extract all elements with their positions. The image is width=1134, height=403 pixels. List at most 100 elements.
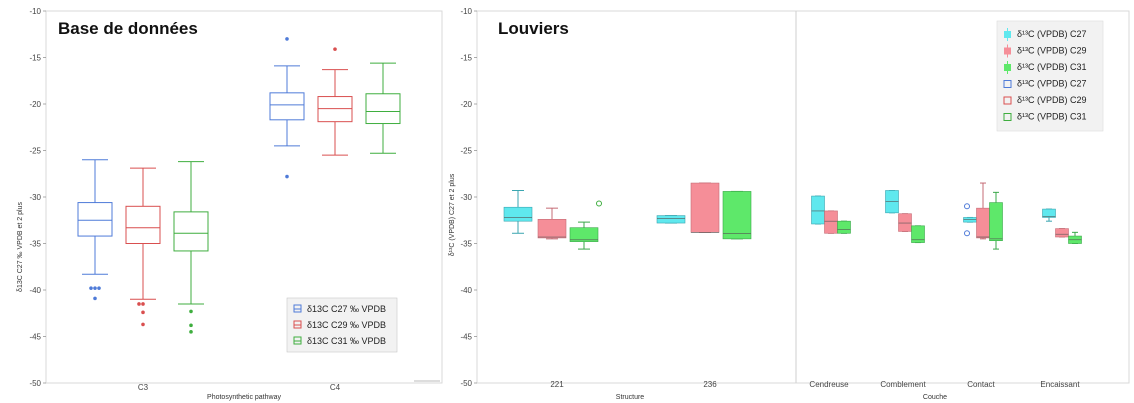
- box-iqr: [1055, 228, 1069, 238]
- box-encaissant-series-3: [1068, 231, 1082, 244]
- y-tick-label: -25: [460, 147, 472, 156]
- box-c3-series-3: [173, 161, 209, 334]
- outlier-point: [93, 296, 97, 301]
- legend-swatch: [1003, 96, 1012, 105]
- box-iqr: [911, 225, 925, 243]
- y-tick-label: -50: [460, 379, 472, 388]
- chart-title-2: Louviers: [498, 19, 569, 38]
- y-tick-label: -25: [29, 147, 41, 156]
- box-iqr: [1042, 208, 1056, 218]
- outlier-point: [137, 302, 141, 306]
- y-tick-label: -20: [460, 100, 472, 109]
- outlier-point: [189, 330, 193, 334]
- box-236-series-3: [722, 190, 752, 240]
- x-tick-label: 236: [703, 380, 717, 389]
- box-221-series-2: [537, 207, 567, 240]
- legend-2: δ¹³C (VPDB) C27 δ¹³C (VPDB) C29 δ¹³C (VPDB…: [996, 20, 1104, 132]
- y-axis-2: -50 -45 -40 -35 -30 -25 -20 -15 -10: [460, 7, 477, 388]
- y-axis-label: δ13C C27 ‰ VPDB et 2 plus: [17, 202, 24, 292]
- legend-label: δ¹³C (VPDB) C29: [1017, 95, 1087, 105]
- box-comblement-series-2: [898, 213, 912, 232]
- legend-label: δ¹³C (VPDB) C27: [1017, 79, 1087, 89]
- box-cendreuse-series-1: [811, 195, 825, 225]
- x-axis-label: Photosynthetic pathway: [207, 394, 281, 401]
- x-tick-label: C3: [138, 383, 149, 392]
- legend-label: δ¹³C (VPDB) C31: [1017, 62, 1087, 72]
- x-axis-2: 221 236 Cendreuse Comblement Contact Encaissa…: [550, 380, 1080, 389]
- outlier-point: [93, 286, 97, 290]
- panel-base-de-donnees: Base de données -50 -45 -40 -35 -30 -25 -20 -15…: [17, 7, 443, 401]
- box-c3-series-1: [77, 159, 113, 301]
- y-tick-label: -15: [460, 54, 472, 63]
- outlier-point: [596, 200, 602, 207]
- outlier-point: [285, 37, 289, 41]
- box-comblement-series-3: [911, 225, 925, 244]
- box-encaissant-series-2: [1055, 228, 1069, 238]
- box-comblement-series-1: [885, 189, 899, 214]
- box-cendreuse-series-3: [837, 220, 851, 234]
- x-tick-label: C4: [330, 383, 341, 392]
- x-tick-label: Contact: [967, 380, 995, 389]
- x-tick-label: Cendreuse: [809, 380, 849, 389]
- y-tick-label: -10: [29, 7, 41, 16]
- box-c3-series-2: [125, 167, 161, 327]
- box-236-series-1: [656, 215, 686, 224]
- box-iqr: [976, 207, 990, 239]
- box-221-series-3: [569, 200, 602, 250]
- y-axis-label-2: δ¹³C (VPDB) C27 et 2 plus: [449, 173, 456, 256]
- outlier-point: [141, 310, 145, 315]
- legend-label: δ13C C29 ‰ VPDB: [307, 320, 386, 330]
- y-tick-label: -50: [29, 379, 41, 388]
- legend-box-2: [996, 20, 1104, 132]
- panel-louviers: Louviers -50 -45 -40 -35 -30 -25 -20 -15 -10 221…: [449, 7, 1130, 401]
- box-iqr: [963, 217, 977, 223]
- legend-label: δ¹³C (VPDB) C27: [1017, 29, 1087, 39]
- outlier-point: [964, 230, 970, 237]
- legend-swatch: [1003, 113, 1012, 121]
- x-tick-label: Comblement: [880, 380, 926, 389]
- y-tick-label: -15: [29, 54, 41, 63]
- y-tick-label: -30: [29, 193, 41, 202]
- outlier-point: [141, 302, 145, 306]
- legend-label: δ¹³C (VPDB) C31: [1017, 112, 1087, 122]
- outlier-point: [89, 286, 93, 290]
- y-tick-label: -35: [460, 240, 472, 249]
- legend: δ13C C27 ‰ VPDB δ13C C29 ‰ VPDB δ13C C31 ‰…: [286, 297, 398, 353]
- box-iqr: [722, 191, 752, 240]
- box-iqr: [365, 93, 401, 125]
- box-iqr: [537, 219, 567, 239]
- box-c4-series-2: [317, 47, 353, 156]
- y-tick-label: -20: [29, 100, 41, 109]
- box-iqr: [690, 182, 720, 233]
- y-tick-label: -45: [29, 333, 41, 342]
- box-iqr: [77, 202, 113, 237]
- box-c4-series-3: [365, 62, 401, 154]
- box-iqr: [569, 227, 599, 242]
- outlier-point: [141, 322, 145, 327]
- outlier-point: [189, 323, 193, 328]
- legend-label: δ¹³C (VPDB) C29: [1017, 46, 1087, 56]
- y-tick-label: -10: [460, 7, 472, 16]
- box-cendreuse-series-2: [824, 210, 838, 234]
- y-tick-label: -30: [460, 193, 472, 202]
- box-236-series-2: [690, 182, 720, 233]
- box-contact-series-1: [963, 203, 977, 237]
- box-iqr: [503, 206, 533, 222]
- box-iqr: [898, 213, 912, 232]
- y-tick-label: -40: [29, 286, 41, 295]
- legend-swatch: [1003, 80, 1012, 88]
- box-contact-series-3: [989, 191, 1003, 250]
- outlier-point: [97, 286, 101, 290]
- box-iqr: [837, 220, 851, 234]
- box-iqr: [173, 211, 209, 252]
- legend-label: δ13C C31 ‰ VPDB: [307, 336, 386, 346]
- y-tick-label: -45: [460, 333, 472, 342]
- x-axis: C3 C4: [138, 383, 341, 392]
- legend-label: δ13C C27 ‰ VPDB: [307, 304, 386, 314]
- x-axis-label-structure: Structure: [616, 394, 645, 401]
- outlier-point: [189, 309, 193, 314]
- box-c4-series-1: [269, 37, 305, 179]
- outlier-point: [285, 174, 289, 179]
- boxplots-2: [503, 182, 1082, 250]
